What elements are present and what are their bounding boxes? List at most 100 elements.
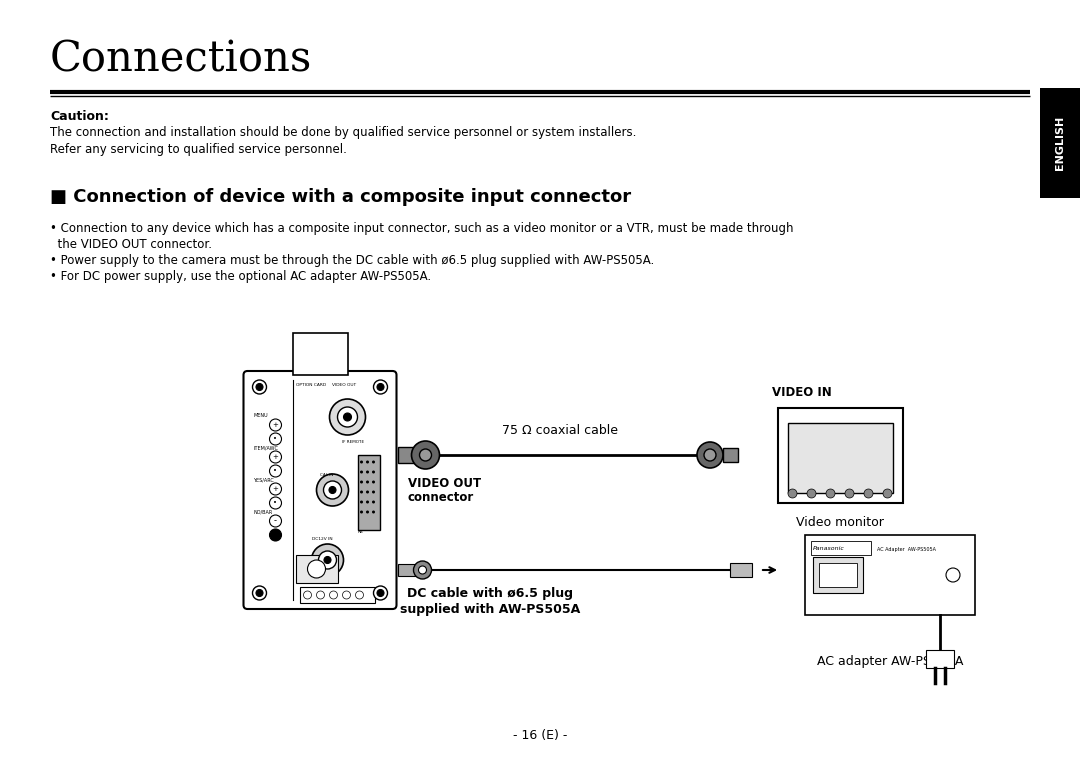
Circle shape [311,544,343,576]
Circle shape [946,568,960,582]
Text: CAL IN: CAL IN [321,473,334,477]
Circle shape [845,489,854,498]
Circle shape [377,384,384,391]
Text: DC12V IN: DC12V IN [312,537,333,541]
Text: Panasonic: Panasonic [813,546,845,550]
Text: VIDEO OUT: VIDEO OUT [407,477,481,490]
Text: ITEM/AWC: ITEM/AWC [254,445,279,450]
Circle shape [337,407,357,427]
Circle shape [270,433,282,445]
Circle shape [807,489,816,498]
Circle shape [319,551,337,569]
Bar [730,563,752,577]
FancyBboxPatch shape [243,371,396,609]
Circle shape [253,380,267,394]
Circle shape [256,384,264,391]
Text: AC Adapter  AW-PS505A: AC Adapter AW-PS505A [877,546,936,552]
Circle shape [343,413,351,421]
Text: NO/BAR: NO/BAR [254,509,273,514]
Bar [397,564,416,576]
Bar [299,587,375,603]
Bar [926,650,954,668]
Circle shape [366,490,369,493]
Text: IF REMOTE: IF REMOTE [342,440,365,444]
Circle shape [411,441,440,469]
Circle shape [270,451,282,463]
Text: • For DC power supply, use the optional AC adapter AW-PS505A.: • For DC power supply, use the optional … [50,270,431,283]
Text: The connection and installation should be done by qualified service personnel or: The connection and installation should b… [50,126,636,139]
Circle shape [883,489,892,498]
Text: connector: connector [407,491,474,504]
Circle shape [360,511,363,514]
Text: • Connection to any device which has a composite input connector, such as a vide: • Connection to any device which has a c… [50,222,794,235]
Circle shape [377,590,384,597]
Bar [397,447,418,463]
Bar [1040,88,1080,198]
Circle shape [324,556,330,563]
Text: - 16 (E) -: - 16 (E) - [513,729,567,742]
Circle shape [864,489,873,498]
Bar [357,455,379,530]
Circle shape [270,529,282,541]
Circle shape [414,561,432,579]
Circle shape [372,501,375,504]
Text: Refer any servicing to qualified service personnel.: Refer any servicing to qualified service… [50,143,347,156]
Text: Video monitor: Video monitor [796,517,883,530]
Bar [778,407,903,502]
Text: supplied with AW-PS505A: supplied with AW-PS505A [400,603,580,616]
Circle shape [270,515,282,527]
Text: Caution:: Caution: [50,110,109,123]
Circle shape [342,591,351,599]
Text: Connections: Connections [50,38,312,80]
Text: YES/ARC: YES/ARC [254,477,274,482]
Circle shape [366,470,369,473]
Bar [723,448,738,462]
Bar [819,563,858,587]
Circle shape [374,586,388,600]
Circle shape [372,480,375,483]
Circle shape [256,590,264,597]
Text: DC cable with ø6.5 plug: DC cable with ø6.5 plug [407,587,573,600]
Text: RB: RB [357,530,363,534]
Circle shape [697,442,723,468]
Circle shape [308,560,325,578]
Circle shape [366,480,369,483]
Bar [296,555,337,583]
Bar [293,333,348,375]
Circle shape [372,511,375,514]
Bar [787,423,892,492]
Text: ENGLISH: ENGLISH [1055,116,1065,170]
Bar [805,535,975,615]
Text: • Power supply to the camera must be through the DC cable with ø6.5 plug supplie: • Power supply to the camera must be thr… [50,254,654,267]
Circle shape [329,486,336,493]
Circle shape [329,399,365,435]
Text: MENU: MENU [254,413,268,418]
Text: -: - [274,517,276,525]
Text: AC adapter AW-PS505A: AC adapter AW-PS505A [816,655,963,668]
Circle shape [303,591,311,599]
Circle shape [419,449,432,461]
Circle shape [253,586,267,600]
Circle shape [826,489,835,498]
Text: +: + [272,454,279,460]
Circle shape [704,449,716,461]
Circle shape [355,591,364,599]
Text: 75 Ω coaxial cable: 75 Ω coaxial cable [502,424,618,437]
Text: VIDEO OUT: VIDEO OUT [333,383,356,387]
Circle shape [270,465,282,477]
Circle shape [360,461,363,464]
Text: •: • [273,468,278,474]
Circle shape [372,461,375,464]
Text: +: + [272,486,279,492]
Circle shape [788,489,797,498]
Circle shape [419,566,427,574]
Circle shape [316,474,349,506]
Circle shape [372,470,375,473]
Circle shape [360,501,363,504]
Circle shape [374,380,388,394]
Circle shape [360,490,363,493]
Circle shape [360,480,363,483]
Circle shape [329,591,337,599]
Circle shape [270,419,282,431]
Bar [813,557,863,593]
